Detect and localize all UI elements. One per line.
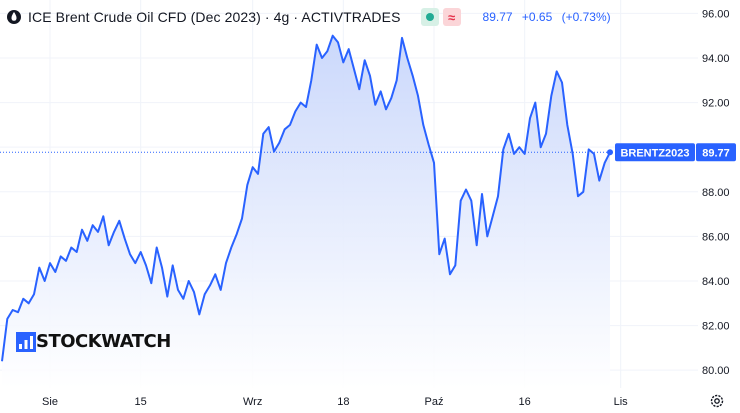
logo-text: STOCKWATCH bbox=[36, 331, 171, 352]
x-tick-label: Lis bbox=[614, 396, 629, 408]
x-tick-label: Sie bbox=[42, 396, 58, 408]
y-tick-label: 94.00 bbox=[702, 53, 730, 65]
y-tick-label: 86.00 bbox=[702, 231, 730, 243]
price-badge-value: 89.77 bbox=[702, 147, 730, 159]
stockwatch-logo: STOCKWATCH bbox=[16, 331, 171, 352]
price-change-percent: (+0.73%) bbox=[561, 10, 611, 24]
x-tick-label: Paź bbox=[425, 396, 444, 408]
oil-drop-icon bbox=[6, 9, 22, 25]
y-axis[interactable]: 80.0082.0084.0086.0088.0090.0092.0094.00… bbox=[702, 8, 730, 377]
quote-info: 89.77 +0.65 (+0.73%) bbox=[483, 10, 617, 24]
symbol-badge bbox=[615, 143, 695, 162]
x-tick-label: 15 bbox=[135, 396, 147, 408]
price-area-fill bbox=[2, 35, 610, 388]
last-price-dot bbox=[607, 149, 613, 156]
red-badge-icon[interactable]: ≈ bbox=[442, 8, 461, 26]
x-tick-label: 18 bbox=[337, 396, 349, 408]
price-badge-box bbox=[696, 143, 736, 162]
y-tick-label: 96.00 bbox=[702, 8, 730, 20]
y-tick-label: 84.00 bbox=[702, 276, 730, 288]
y-tick-label: 80.00 bbox=[702, 365, 730, 377]
bar-chart-icon bbox=[16, 331, 36, 352]
price-badge: BRENTZ2023 89.77 bbox=[615, 143, 736, 162]
y-tick-label: 92.00 bbox=[702, 98, 730, 110]
x-tick-label: Wrz bbox=[243, 396, 262, 408]
symbol-title: ICE Brent Crude Oil CFD (Dec 2023) · 4g … bbox=[28, 9, 401, 25]
chart-header: ICE Brent Crude Oil CFD (Dec 2023) · 4g … bbox=[6, 6, 617, 28]
green-badge-icon[interactable] bbox=[420, 8, 439, 26]
price-line-series[interactable] bbox=[1, 34, 611, 362]
y-tick-label: 82.00 bbox=[702, 321, 730, 333]
x-tick-label: 16 bbox=[519, 396, 531, 408]
last-price: 89.77 bbox=[482, 10, 513, 24]
symbol-badge-label: BRENTZ2023 bbox=[620, 147, 689, 159]
y-tick-label: 88.00 bbox=[702, 187, 730, 199]
x-axis[interactable]: Sie 15 Wrz 18 Paź 16 Lis bbox=[42, 396, 628, 408]
price-change: +0.65 bbox=[521, 10, 553, 24]
gear-icon[interactable] bbox=[709, 393, 725, 409]
